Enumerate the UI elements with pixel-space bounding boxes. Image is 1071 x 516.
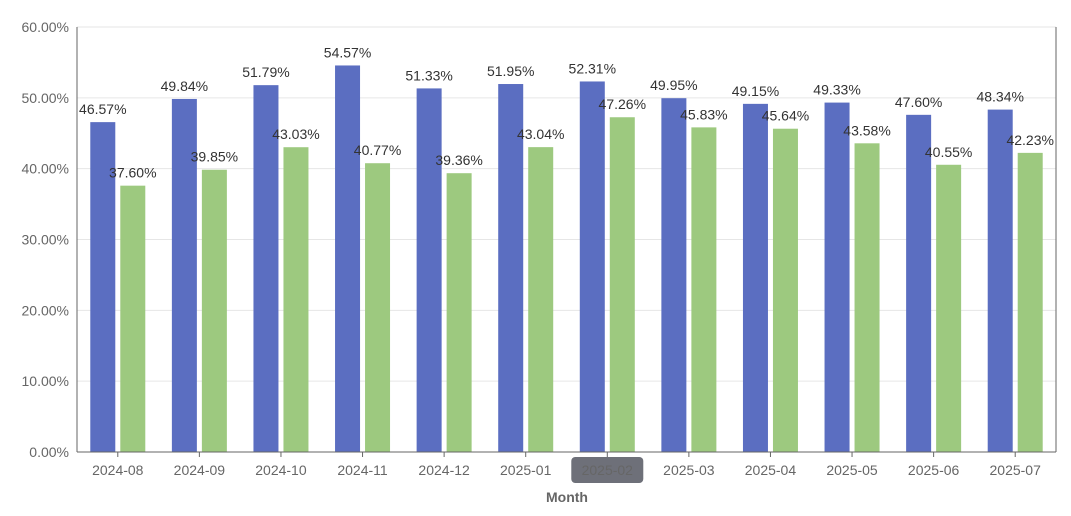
bar[interactable] [579, 81, 605, 453]
bar[interactable] [824, 102, 850, 453]
bar-value-label: 49.33% [813, 82, 860, 98]
bar-value-label: 45.64% [762, 108, 809, 124]
x-tick-label[interactable]: 2024-12 [418, 462, 470, 478]
bar[interactable] [854, 143, 880, 452]
bar-value-label: 47.60% [895, 94, 942, 110]
y-tick-label: 10.00% [22, 373, 69, 389]
bar-value-label: 37.60% [109, 165, 156, 181]
bar-value-label: 43.58% [843, 122, 890, 138]
bars [90, 65, 1043, 453]
bar[interactable] [120, 185, 146, 452]
x-tick-label[interactable]: 2025-07 [990, 462, 1042, 478]
bar[interactable] [661, 98, 687, 452]
y-tick-label: 50.00% [22, 90, 69, 106]
bar-value-label: 39.36% [435, 152, 482, 168]
x-tick-label[interactable]: 2025-02 [582, 462, 634, 478]
y-tick-label: 20.00% [22, 302, 69, 318]
bar-value-label: 48.34% [976, 89, 1023, 105]
bar-value-label: 54.57% [324, 44, 371, 60]
x-tick-label[interactable]: 2025-03 [663, 462, 715, 478]
bar-value-label: 45.83% [680, 106, 727, 122]
x-axis-title: Month [546, 489, 588, 505]
bar[interactable] [1017, 152, 1043, 452]
y-tick-label: 30.00% [22, 232, 69, 248]
grid [77, 26, 1056, 382]
bar[interactable] [335, 65, 361, 453]
bar-value-label: 52.31% [569, 60, 616, 76]
bar[interactable] [772, 128, 798, 452]
bar-value-label: 49.95% [650, 77, 697, 93]
x-tick-label[interactable]: 2024-10 [255, 462, 307, 478]
bar-value-label: 51.79% [242, 64, 289, 80]
x-tick-label[interactable]: 2025-04 [745, 462, 797, 478]
bar[interactable] [446, 173, 472, 452]
bar[interactable] [609, 117, 635, 452]
bar[interactable] [742, 103, 768, 453]
axes: 0.00% 10.00% 20.00% 30.00% 40.00% 50.00% 60.00… [22, 19, 1057, 483]
bar-value-label: 42.23% [1006, 132, 1053, 148]
x-tick-highlight [571, 457, 644, 483]
bar[interactable] [987, 109, 1013, 452]
bar[interactable] [936, 164, 962, 453]
y-tick-label: 60.00% [22, 19, 69, 35]
bar-value-label: 43.04% [517, 126, 564, 142]
bar-value-label: 49.15% [732, 83, 779, 99]
x-tick-label[interactable]: 2024-08 [92, 462, 144, 478]
y-tick-label: 0.00% [29, 444, 69, 460]
bar[interactable] [691, 127, 717, 452]
bar-value-label: 40.77% [354, 142, 401, 158]
x-tick-label[interactable]: 2025-01 [500, 462, 552, 478]
bar[interactable] [201, 169, 227, 452]
bar[interactable] [416, 88, 442, 452]
bar-value-label: 49.84% [161, 78, 208, 94]
x-tick-label[interactable]: 2025-05 [826, 462, 878, 478]
bar[interactable] [528, 147, 554, 452]
bar[interactable] [906, 114, 932, 452]
data-labels: 46.57% 37.60% 49.84% 39.85% 51.79% 43.03% 54.5… [79, 44, 1054, 180]
y-tick-label: 40.00% [22, 161, 69, 177]
bar-value-label: 43.03% [272, 126, 319, 142]
bar[interactable] [90, 122, 116, 453]
x-tick-label[interactable]: 2024-09 [174, 462, 226, 478]
bar-value-label: 39.85% [191, 149, 238, 165]
bar[interactable] [498, 84, 524, 452]
bar[interactable] [171, 98, 197, 452]
x-tick-label[interactable]: 2025-06 [908, 462, 960, 478]
bar-value-label: 51.95% [487, 63, 534, 79]
bar[interactable] [283, 147, 309, 452]
bar-value-label: 47.26% [599, 96, 646, 112]
bar-value-label: 51.33% [405, 67, 452, 83]
bar-value-label: 40.55% [925, 144, 972, 160]
bar[interactable] [253, 85, 279, 452]
bar-value-label: 46.57% [79, 101, 126, 117]
bar[interactable] [365, 163, 391, 452]
x-tick-label[interactable]: 2024-11 [337, 462, 388, 478]
